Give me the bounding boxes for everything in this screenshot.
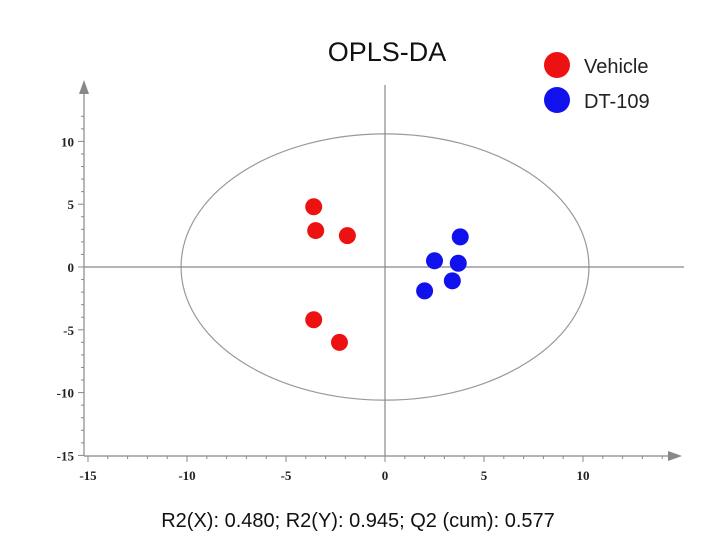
data-point-dt109	[443, 272, 461, 290]
plot-area: 10 5 0 -5 -10 -15 -15 -10 -5 0 5 10	[57, 80, 684, 483]
data-point-vehicle	[330, 333, 348, 351]
y-tick-label: 10	[61, 134, 74, 149]
x-tick-label: 0	[382, 468, 389, 483]
x-axis-arrow	[668, 451, 682, 461]
x-tick-label: -5	[281, 468, 292, 483]
y-axis-arrow	[79, 80, 89, 94]
data-point-vehicle	[307, 222, 325, 240]
legend-label-vehicle: Vehicle	[584, 56, 649, 78]
data-point-vehicle	[338, 227, 356, 245]
data-point-dt109	[451, 228, 469, 246]
y-tick-label: 5	[68, 197, 75, 212]
x-tick-label: 10	[577, 468, 590, 483]
data-point-dt109	[426, 252, 443, 270]
chart-title: OPLS-DA	[328, 37, 447, 67]
model-statistics-footer: R2(X): 0.480; R2(Y): 0.945; Q2 (cum): 0.…	[161, 510, 555, 532]
legend-marker-vehicle	[544, 52, 570, 78]
data-point-vehicle	[305, 198, 323, 216]
data-point-dt109	[416, 282, 434, 300]
y-tick-label: -5	[63, 323, 74, 338]
y-tick-label: 0	[68, 260, 75, 275]
x-tick-label: -10	[178, 468, 195, 483]
x-tick-label: -15	[79, 468, 97, 483]
x-tick-label: 5	[481, 468, 488, 483]
y-tick-label: -10	[57, 386, 74, 401]
y-tick-label: -15	[57, 448, 75, 463]
legend-label-dt109: DT-109	[584, 91, 650, 113]
data-point-vehicle	[305, 311, 323, 329]
legend-marker-dt109	[544, 87, 570, 113]
legend: Vehicle DT-109	[544, 52, 650, 113]
data-point-dt109	[449, 254, 467, 272]
